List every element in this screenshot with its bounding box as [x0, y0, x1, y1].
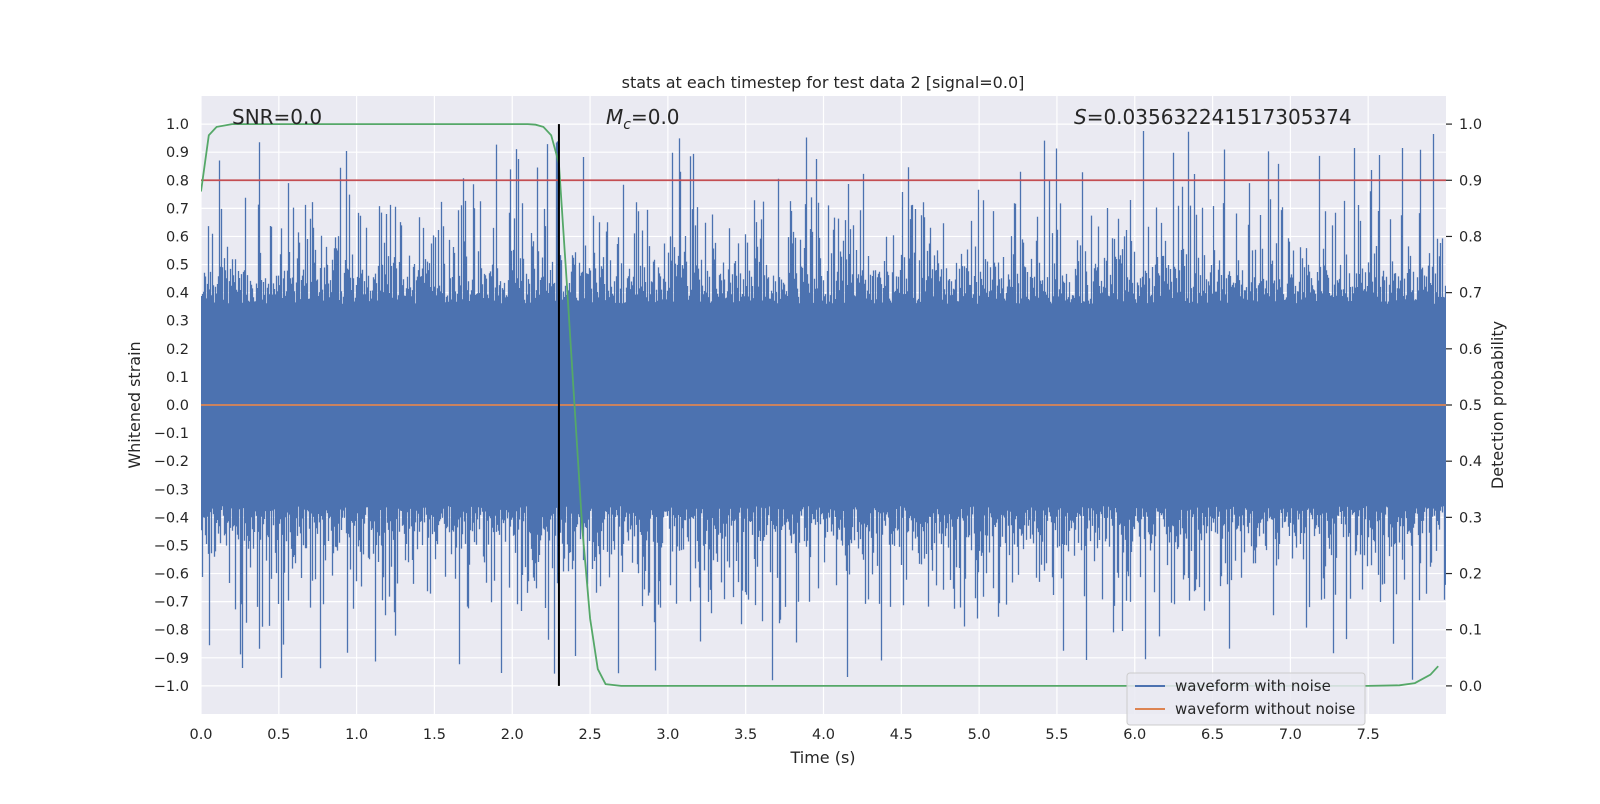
x-tick-label: 2.0 [501, 727, 524, 743]
y-right-axis-ticks: 1.0 0.9 0.8 0.7 0.6 0.5 0.4 0.3 0.2 0.1 0.0 [1446, 117, 1482, 695]
y-right-tick-label: 0.5 [1459, 398, 1482, 414]
annotation-mc-symbol: M [606, 105, 623, 129]
annotation-mc-subscript: c [623, 117, 631, 133]
annotation-s-value: =0.035632241517305374 [1087, 105, 1352, 129]
y-left-axis-ticks: 1.0 0.9 0.8 0.7 0.6 0.5 0.4 0.3 0.2 0.1 0.0 −0.1 −0.… [154, 117, 189, 695]
legend: waveform with noise waveform without noi… [1126, 672, 1366, 726]
y-left-tick-label: 0.3 [166, 314, 189, 330]
x-tick-label: 7.5 [1357, 727, 1380, 743]
y-right-tick-label: 0.2 [1459, 567, 1482, 583]
y-left-tick-label: 0.4 [166, 286, 189, 302]
y-left-tick-label: 0.8 [166, 173, 189, 189]
y-left-tick-label: −0.3 [154, 482, 189, 498]
x-tick-label: 5.0 [968, 727, 991, 743]
y-left-tick-label: 0.6 [166, 229, 189, 245]
annotation-snr: SNR=0.0 [232, 105, 322, 129]
x-tick-label: 2.5 [579, 727, 602, 743]
x-tick-label: 4.5 [890, 727, 913, 743]
y-left-tick-label: −0.1 [154, 426, 189, 442]
y-left-tick-label: 0.5 [166, 258, 189, 274]
legend-label-clean: waveform without noise [1175, 700, 1355, 718]
y-left-tick-label: 0.2 [166, 342, 189, 358]
y-left-tick-label: 0.9 [166, 145, 189, 161]
y-right-tick-label: 0.0 [1459, 679, 1482, 695]
y-left-tick-label: −0.7 [154, 595, 189, 611]
series-waveform-with-noise [201, 131, 1446, 681]
x-tick-label: 4.0 [812, 727, 835, 743]
y-axis-label-left: Whitened strain [125, 341, 144, 468]
y-right-tick-label: 0.4 [1459, 454, 1482, 470]
y-right-tick-label: 0.3 [1459, 510, 1482, 526]
x-tick-label: 1.5 [423, 727, 446, 743]
x-axis-label: Time (s) [789, 748, 855, 767]
y-right-tick-label: 1.0 [1459, 117, 1482, 133]
legend-box [1126, 672, 1366, 726]
x-axis-ticks: 0.0 0.5 1.0 1.5 2.0 2.5 3.0 3.5 4.0 4.5 5.0 5.5 6.0 6… [189, 727, 1379, 743]
x-tick-label: 5.5 [1045, 727, 1068, 743]
x-tick-label: 6.0 [1123, 727, 1146, 743]
annotation-mc-value: =0.0 [631, 105, 680, 129]
y-right-tick-label: 0.8 [1459, 229, 1482, 245]
y-right-tick-label: 0.6 [1459, 342, 1482, 358]
x-tick-label: 0.0 [189, 727, 212, 743]
y-left-tick-label: −1.0 [154, 679, 189, 695]
x-tick-label: 3.5 [734, 727, 757, 743]
annotation-s: S=0.035632241517305374 [1074, 105, 1352, 129]
y-left-tick-label: −0.8 [154, 623, 189, 639]
y-right-tick-label: 0.1 [1459, 623, 1482, 639]
y-left-tick-label: −0.2 [154, 454, 189, 470]
y-left-tick-label: −0.4 [154, 510, 189, 526]
y-left-tick-label: −0.9 [154, 651, 189, 667]
y-left-tick-label: 0.7 [166, 201, 189, 217]
x-tick-label: 0.5 [267, 727, 290, 743]
x-tick-label: 7.0 [1279, 727, 1302, 743]
x-tick-label: 3.0 [656, 727, 679, 743]
y-left-tick-label: 1.0 [166, 117, 189, 133]
y-left-tick-label: −0.5 [154, 538, 189, 554]
noise-trace [201, 131, 1446, 681]
y-right-tick-label: 0.7 [1459, 286, 1482, 302]
y-left-tick-label: 0.0 [166, 398, 189, 414]
x-tick-label: 1.0 [345, 727, 368, 743]
y-left-tick-label: −0.6 [154, 567, 189, 583]
legend-label-noise: waveform with noise [1175, 677, 1331, 695]
annotation-s-symbol: S [1074, 105, 1087, 129]
y-axis-label-right: Detection probability [1488, 321, 1507, 489]
annotation-mc: Mc=0.0 [606, 105, 680, 133]
y-right-tick-label: 0.9 [1459, 173, 1482, 189]
chart-title: stats at each timestep for test data 2 [… [622, 73, 1025, 92]
y-left-tick-label: 0.1 [166, 370, 189, 386]
x-tick-label: 6.5 [1201, 727, 1224, 743]
